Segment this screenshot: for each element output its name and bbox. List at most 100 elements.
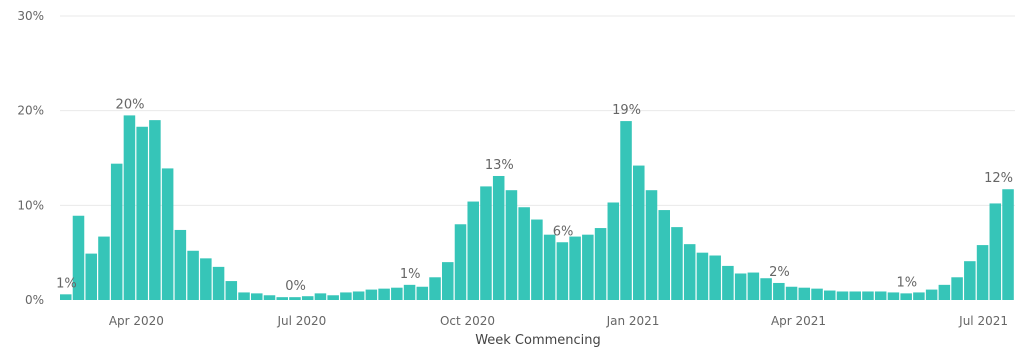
bar[interactable] <box>836 291 849 300</box>
bar[interactable] <box>442 262 454 300</box>
bar[interactable] <box>340 292 352 300</box>
bar[interactable] <box>531 219 543 300</box>
bar[interactable] <box>161 168 174 300</box>
bar[interactable] <box>824 290 836 300</box>
bar[interactable] <box>110 163 123 300</box>
data-label: 6% <box>553 224 574 239</box>
bar[interactable] <box>798 287 811 300</box>
bar[interactable] <box>734 273 747 300</box>
bar[interactable] <box>518 207 530 300</box>
bar[interactable] <box>200 258 212 300</box>
bar[interactable] <box>1002 189 1014 300</box>
bar[interactable] <box>556 242 569 300</box>
data-labels: 1% 20% 0% 1% 13% 6% 19% 2% 1% 12% <box>56 97 1013 294</box>
bar[interactable] <box>671 227 683 300</box>
bars <box>60 115 1014 301</box>
bar[interactable] <box>123 115 136 301</box>
bar[interactable] <box>454 224 467 300</box>
data-label: 19% <box>612 103 641 118</box>
bar[interactable] <box>136 126 148 300</box>
data-label: 2% <box>769 265 790 280</box>
bar[interactable] <box>862 291 874 300</box>
bar[interactable] <box>849 291 861 300</box>
bar[interactable] <box>416 286 429 300</box>
bar[interactable] <box>900 293 912 300</box>
bar[interactable] <box>403 284 416 300</box>
data-label: 20% <box>116 97 145 112</box>
x-axis-title: Week Commencing <box>475 333 601 347</box>
bar[interactable] <box>582 234 594 300</box>
data-label: 1% <box>56 276 77 291</box>
bar[interactable] <box>238 292 250 300</box>
bar[interactable] <box>925 289 938 300</box>
bar[interactable] <box>149 120 161 300</box>
bar[interactable] <box>492 175 505 300</box>
bar[interactable] <box>251 293 263 300</box>
bar[interactable] <box>938 284 951 300</box>
bar[interactable] <box>72 215 85 300</box>
y-axis-ticks: 0% 10% 20% 30% <box>17 9 44 307</box>
bar[interactable] <box>276 297 288 300</box>
data-label: 0% <box>285 279 306 294</box>
bar[interactable] <box>709 255 721 300</box>
bar[interactable] <box>620 121 632 300</box>
bar[interactable] <box>989 203 1002 300</box>
bar[interactable] <box>301 296 314 300</box>
bar[interactable] <box>645 190 658 300</box>
bar[interactable] <box>174 229 187 300</box>
bar[interactable] <box>951 277 963 300</box>
bar[interactable] <box>352 291 365 300</box>
bar[interactable] <box>811 288 823 300</box>
x-axis-ticks: Apr 2020 Jul 2020 Oct 2020 Jan 2021 Apr 2021… <box>109 314 1008 328</box>
data-label: 13% <box>485 158 514 173</box>
data-label: 12% <box>984 171 1013 186</box>
bar[interactable] <box>60 294 72 300</box>
bar[interactable] <box>543 234 556 300</box>
bar[interactable] <box>314 293 327 300</box>
bar[interactable] <box>913 292 925 300</box>
bar[interactable] <box>505 190 518 300</box>
bar[interactable] <box>187 250 199 300</box>
bar[interactable] <box>365 289 378 300</box>
bar[interactable] <box>212 266 225 300</box>
bar[interactable] <box>683 244 696 300</box>
bar[interactable] <box>633 165 645 300</box>
bar[interactable] <box>378 288 390 300</box>
bar[interactable] <box>658 210 670 300</box>
bar[interactable] <box>594 228 607 300</box>
x-tick-label: Jan 2021 <box>606 314 660 328</box>
data-label: 1% <box>896 275 917 290</box>
y-tick-label: 10% <box>17 198 44 212</box>
bar[interactable] <box>98 236 110 300</box>
bar[interactable] <box>429 277 441 300</box>
bar[interactable] <box>263 295 276 300</box>
y-tick-label: 20% <box>17 104 44 118</box>
bar[interactable] <box>391 287 403 300</box>
bar[interactable] <box>480 186 492 300</box>
bar[interactable] <box>85 253 97 300</box>
bar[interactable] <box>722 265 734 300</box>
gridlines <box>60 15 1015 206</box>
x-tick-label: Apr 2020 <box>109 314 164 328</box>
bar[interactable] <box>467 201 479 300</box>
bar[interactable] <box>607 202 620 300</box>
bar[interactable] <box>289 297 301 300</box>
bar[interactable] <box>976 245 989 300</box>
bar[interactable] <box>225 281 238 300</box>
x-tick-label: Jul 2020 <box>276 314 326 328</box>
bar[interactable] <box>760 278 772 300</box>
x-tick-label: Jul 2021 <box>958 314 1008 328</box>
y-tick-label: 30% <box>17 9 44 23</box>
x-tick-label: Oct 2020 <box>440 314 495 328</box>
bar[interactable] <box>887 292 900 300</box>
bar[interactable] <box>785 286 798 300</box>
bar[interactable] <box>747 272 760 300</box>
bar[interactable] <box>773 282 785 300</box>
bar[interactable] <box>327 295 339 300</box>
bar[interactable] <box>569 236 581 300</box>
bar[interactable] <box>696 252 709 300</box>
bar[interactable] <box>964 261 976 300</box>
x-tick-label: Apr 2021 <box>771 314 826 328</box>
bar[interactable] <box>874 291 887 300</box>
